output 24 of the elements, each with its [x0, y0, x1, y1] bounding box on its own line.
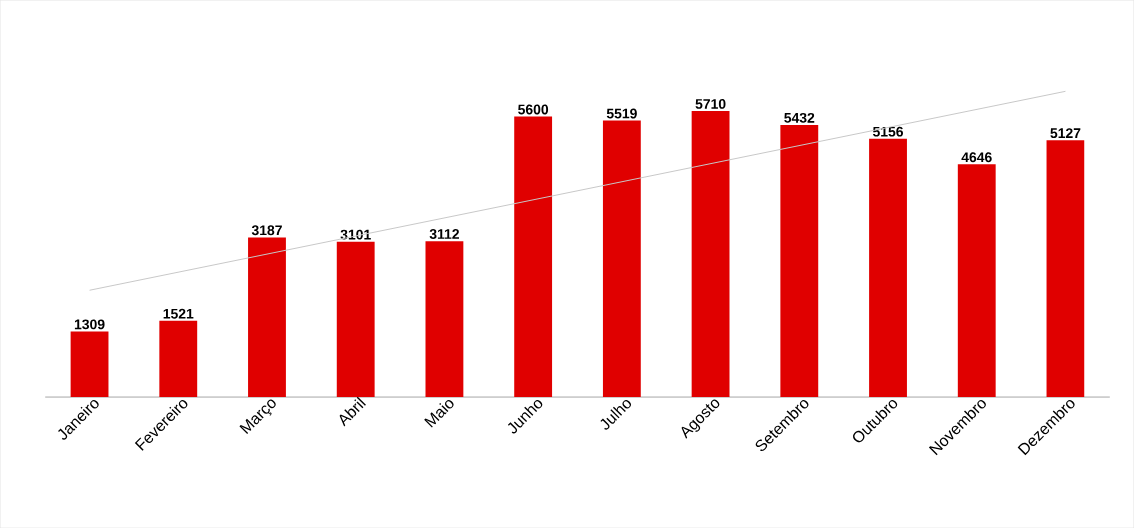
bar [425, 241, 464, 397]
data-label: 4646 [961, 152, 992, 163]
data-label: 1309 [74, 319, 105, 330]
bar [957, 164, 996, 397]
bar [602, 120, 641, 397]
bar [1046, 140, 1085, 397]
data-label: 5432 [784, 112, 815, 123]
bar [70, 331, 109, 397]
bar [780, 124, 819, 397]
bar [336, 241, 375, 397]
bar [691, 110, 730, 397]
data-label: 5600 [518, 104, 549, 115]
data-label: 3112 [429, 228, 459, 239]
bar [248, 237, 286, 397]
bar [514, 116, 553, 397]
data-label: 5519 [606, 108, 637, 119]
data-label: 3101 [340, 229, 371, 240]
data-label: 1521 [163, 308, 194, 319]
bar [159, 320, 198, 397]
data-label: 3187 [251, 225, 282, 236]
bar [869, 138, 907, 397]
data-label: 5710 [695, 98, 726, 109]
data-label: 5127 [1050, 128, 1081, 138]
data-label: 5156 [872, 126, 904, 137]
